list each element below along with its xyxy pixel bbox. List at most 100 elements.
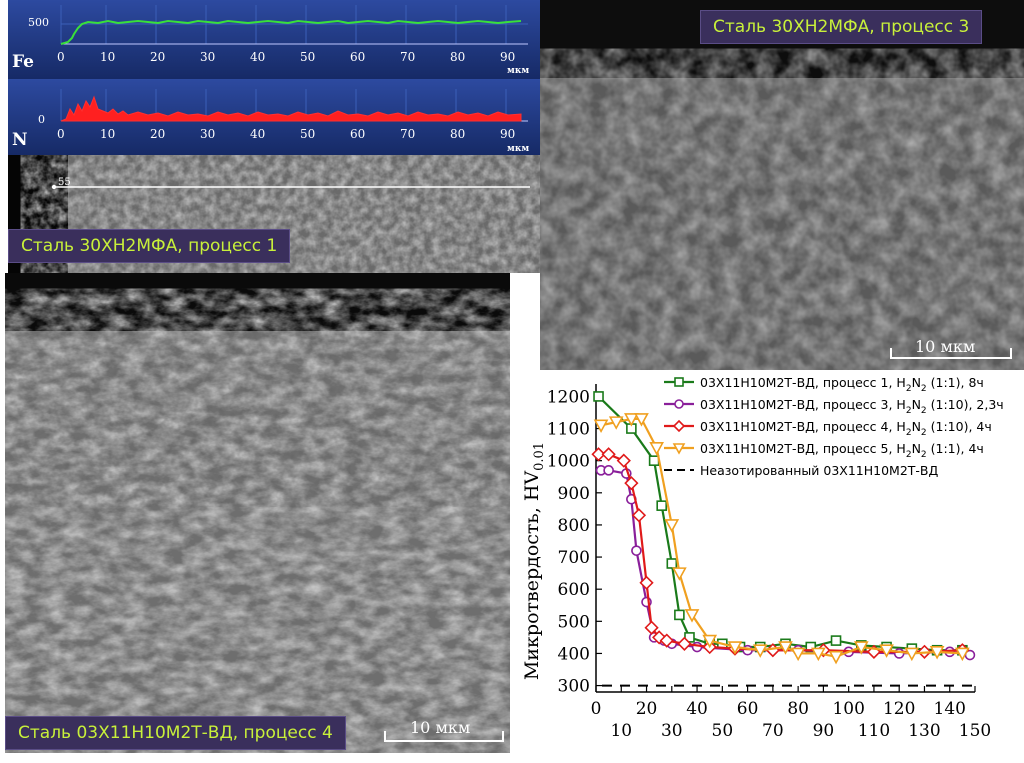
scale-label-process-4: 10 мкм <box>410 718 471 737</box>
series-2-point <box>631 545 642 556</box>
series-3-point <box>601 447 616 462</box>
series-4-point <box>664 519 680 533</box>
legend-marker-1 <box>674 377 684 387</box>
micrograph-process-4 <box>5 273 510 753</box>
fe-xtick-4: 40 <box>250 50 266 64</box>
scale-bar-line <box>890 357 1012 359</box>
fe-xtick-6: 60 <box>350 50 366 64</box>
caption-process-1: Сталь 30ХН2МФА, процесс 1 <box>8 229 291 263</box>
scale-bar-tick-left-p4 <box>384 731 386 741</box>
series-4-point <box>624 413 639 427</box>
series-4-point <box>879 644 894 658</box>
n-ytick: 0 <box>38 113 45 126</box>
fe-profile-line <box>60 19 522 45</box>
profile-n-panel <box>8 79 540 155</box>
x-tick-label: 130 <box>908 721 940 741</box>
n-xtick-4: 40 <box>250 127 266 141</box>
series-4-point <box>853 641 869 655</box>
x-tick-label: 120 <box>883 699 915 719</box>
series-3-point <box>616 453 631 468</box>
y-tick-label: 500 <box>558 612 590 632</box>
series-4-point <box>955 647 970 662</box>
x-tick-label: 20 <box>636 699 658 719</box>
series-4-point <box>810 647 826 662</box>
series-4-point <box>634 413 649 427</box>
series-3-point <box>644 620 659 635</box>
series-4-point <box>778 641 793 655</box>
series-4-point <box>702 634 718 649</box>
scale-bar-tick-right-p4 <box>502 731 504 741</box>
n-xtick-8: 80 <box>450 127 466 141</box>
n-label: N <box>12 130 28 150</box>
y-tick-label: 1000 <box>547 452 590 472</box>
y-tick-label: 300 <box>558 677 590 697</box>
line-marker-55: 55 <box>58 177 71 188</box>
n-unit: мкм <box>507 144 530 154</box>
series-1-point <box>593 391 604 402</box>
n-xtick-5: 50 <box>300 127 316 141</box>
legend-marker-4 <box>672 443 686 455</box>
x-tick-label: 10 <box>610 721 632 741</box>
fe-unit: мкм <box>507 66 530 76</box>
x-tick-label: 70 <box>762 721 784 741</box>
y-tick-label: 400 <box>558 644 590 664</box>
x-tick-label: 140 <box>934 699 966 719</box>
series-4-point <box>790 647 806 662</box>
n-xtick-0: 0 <box>57 127 65 141</box>
fe-label: Fe <box>12 52 34 72</box>
fe-xtick-2: 20 <box>150 50 166 64</box>
x-tick-label: 40 <box>686 699 708 719</box>
y-tick-label: 600 <box>558 580 590 600</box>
y-tick-label: 1200 <box>547 387 590 407</box>
y-axis-label: Микротвердость, HV0.01 <box>521 442 547 680</box>
caption-process-4: Сталь 03Х11Н10М2Т-ВД, процесс 4 <box>5 716 346 750</box>
series-4-point <box>828 650 844 665</box>
profile-fe-panel <box>8 0 540 79</box>
series-1-point <box>674 609 685 621</box>
series-3-point <box>591 447 606 462</box>
y-tick-label: 700 <box>558 548 590 568</box>
legend-label-2: 03Х11Н10М2Т-ВД, процесс 3, H2N2 (1:10), … <box>700 397 1004 416</box>
x-tick-label: 110 <box>858 721 890 741</box>
series-3-point <box>659 633 674 648</box>
n-xtick-1: 10 <box>100 127 116 141</box>
scale-bar-line-p4 <box>384 740 504 742</box>
fe-xtick-3: 30 <box>200 50 216 64</box>
fe-xtick-8: 80 <box>450 50 466 64</box>
series-3-point <box>624 476 639 491</box>
series-4-point <box>752 644 768 658</box>
n-xtick-2: 20 <box>150 127 166 141</box>
fe-xtick-0: 0 <box>57 50 65 64</box>
series-4-point <box>608 416 624 430</box>
n-xtick-9: 90 <box>500 127 516 141</box>
legend-label-4: 03Х11Н10М2Т-ВД, процесс 5, H2N2 (1:1), 4… <box>700 441 984 460</box>
fe-xtick-9: 90 <box>500 50 516 64</box>
n-xtick-6: 60 <box>350 127 366 141</box>
caption-process-3: Сталь 30ХН2МФА, процесс 3 <box>700 10 983 44</box>
series-1-point <box>656 500 667 511</box>
series-4-point <box>727 641 743 655</box>
fe-xtick-7: 70 <box>400 50 416 64</box>
series-3-point <box>631 508 647 523</box>
fe-xtick-1: 10 <box>100 50 116 64</box>
series-3-point <box>639 575 654 590</box>
y-tick-label: 800 <box>558 516 590 536</box>
legend-label-3: 03Х11Н10М2Т-ВД, процесс 4, H2N2 (1:10), … <box>700 419 992 438</box>
legend-marker-2 <box>674 399 684 409</box>
series-4-point <box>929 646 945 660</box>
series-4-point <box>904 647 920 662</box>
series-2-point <box>603 465 614 476</box>
scale-bar-tick-right <box>1010 348 1012 358</box>
series-4-point <box>672 567 687 581</box>
n-xtick-7: 70 <box>400 127 416 141</box>
microhardness-chart-svg: 300 400 500 600 700 800 900 1000 1100 1200 0 20 40 60… <box>521 375 1004 741</box>
series-4-point <box>593 419 609 434</box>
y-tick-label: 900 <box>558 484 590 504</box>
legend-label-baseline: Неазотированный 03Х11Н10М2Т-ВД <box>700 463 939 478</box>
x-tick-label: 30 <box>661 721 683 741</box>
series-1-point <box>648 455 660 466</box>
micrograph-process-3 <box>540 0 1024 370</box>
series-4-point <box>684 609 700 623</box>
microhardness-chart: 300 400 500 600 700 800 900 1000 1100 1200 0 20 40 60… <box>510 370 1024 759</box>
x-tick-label: 90 <box>813 721 835 741</box>
